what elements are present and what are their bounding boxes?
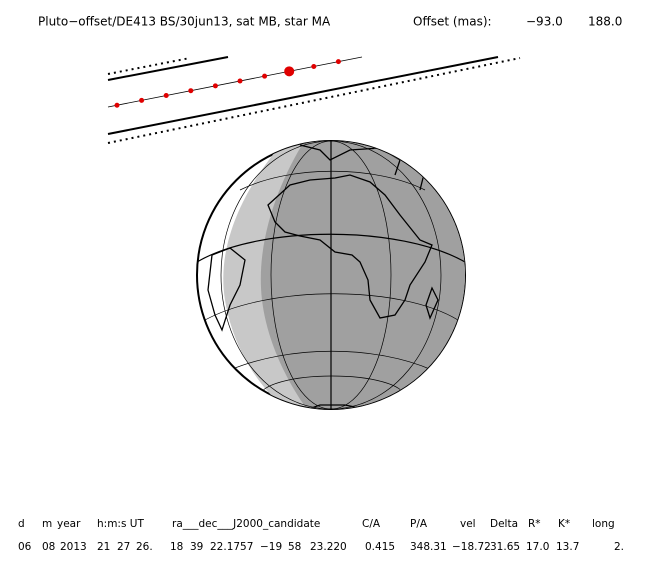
column-value: 27: [117, 541, 130, 553]
column-header: P/A: [410, 518, 428, 530]
column-header: R*: [528, 518, 541, 530]
offset-x: −93.0: [526, 15, 563, 29]
column-header: d: [18, 518, 25, 530]
globe: [196, 140, 466, 410]
column-value: 26.: [136, 541, 153, 553]
time-marker: [262, 73, 268, 79]
title: Pluto−offset/DE413 BS/30jun13, sat MB, s…: [38, 15, 331, 29]
track-limit-dotted: [107, 57, 191, 75]
column-value: −18.72: [452, 541, 491, 553]
column-value: −19: [260, 541, 282, 553]
column-value: 39: [190, 541, 203, 553]
time-markers: [114, 59, 341, 108]
column-headers: d m year h:m:s UT ra___dec___J2000_candidate…: [18, 518, 615, 530]
shadow-tracks: [107, 56, 521, 144]
column-value: 08: [42, 541, 55, 553]
centre-track: [107, 56, 363, 108]
column-value: 2013: [60, 541, 87, 553]
column-header: Delta: [490, 518, 518, 530]
time-marker: [212, 83, 218, 89]
column-values: 06 08 2013 21 27 26. 18 39 22.1757 −19 58 23.220 0.4…: [18, 541, 624, 553]
time-marker: [237, 78, 243, 84]
time-marker: [335, 59, 341, 65]
offset-y: 188.0: [588, 15, 622, 29]
column-header: C/A: [362, 518, 381, 530]
column-value: 31.65: [490, 541, 520, 553]
column-value: 348.31: [410, 541, 447, 553]
column-header: long: [592, 518, 615, 530]
track-limit: [107, 56, 229, 81]
time-marker: [114, 102, 120, 108]
column-value: 13.7: [556, 541, 579, 553]
track-limit-dotted: [107, 57, 521, 144]
column-header: vel: [460, 518, 476, 530]
column-header: m: [42, 518, 52, 530]
current-position: [284, 66, 295, 77]
column-value: 0.415: [365, 541, 395, 553]
column-value: 58: [288, 541, 301, 553]
time-marker: [139, 97, 145, 103]
column-header: year: [57, 518, 81, 530]
column-value: 2.: [614, 541, 624, 553]
column-value: 17.0: [526, 541, 549, 553]
column-value: 06: [18, 541, 32, 553]
column-value: 22.1757: [210, 541, 253, 553]
column-header: K*: [558, 518, 570, 530]
column-header: h:m:s UT: [97, 518, 144, 530]
track-limit: [107, 56, 499, 135]
time-marker: [311, 63, 317, 69]
time-marker: [188, 88, 194, 94]
column-value: 23.220: [310, 541, 347, 553]
night-zone: [260, 141, 465, 409]
column-value: 21: [97, 541, 110, 553]
column-header: ra___dec___J2000_candidate: [172, 518, 320, 530]
column-value: 18: [170, 541, 183, 553]
offset-label: Offset (mas):: [413, 15, 492, 29]
time-marker: [163, 93, 169, 99]
